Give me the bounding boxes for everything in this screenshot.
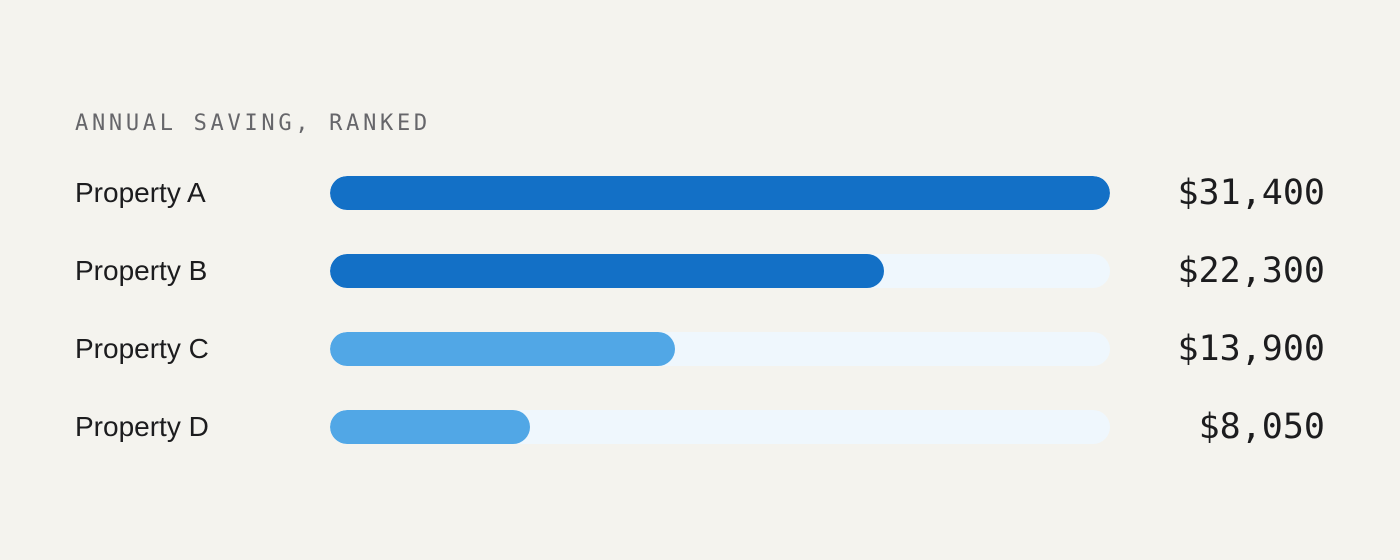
bar [330,254,884,288]
bar-row: Property D $8,050 [0,407,1400,447]
bar-track [330,176,1110,210]
bar-row: Property B $22,300 [0,251,1400,291]
value-label: $13,900 [1177,329,1325,369]
bar-row: Property A $31,400 [0,173,1400,213]
bar [330,332,675,366]
bar-track [330,254,1110,288]
category-label: Property D [75,411,209,442]
category-label: Property C [75,333,209,364]
category-label: Property A [75,177,206,208]
bar-row: Property C $13,900 [0,329,1400,369]
bar [330,410,530,444]
value-label: $31,400 [1177,173,1325,213]
category-label: Property B [75,255,208,286]
bar-track [330,332,1110,366]
bar [330,176,1110,210]
value-label: $22,300 [1177,251,1325,291]
value-label: $8,050 [1198,407,1325,447]
bar-track [330,410,1110,444]
chart-title: ANNUAL SAVING, RANKED [75,111,431,136]
